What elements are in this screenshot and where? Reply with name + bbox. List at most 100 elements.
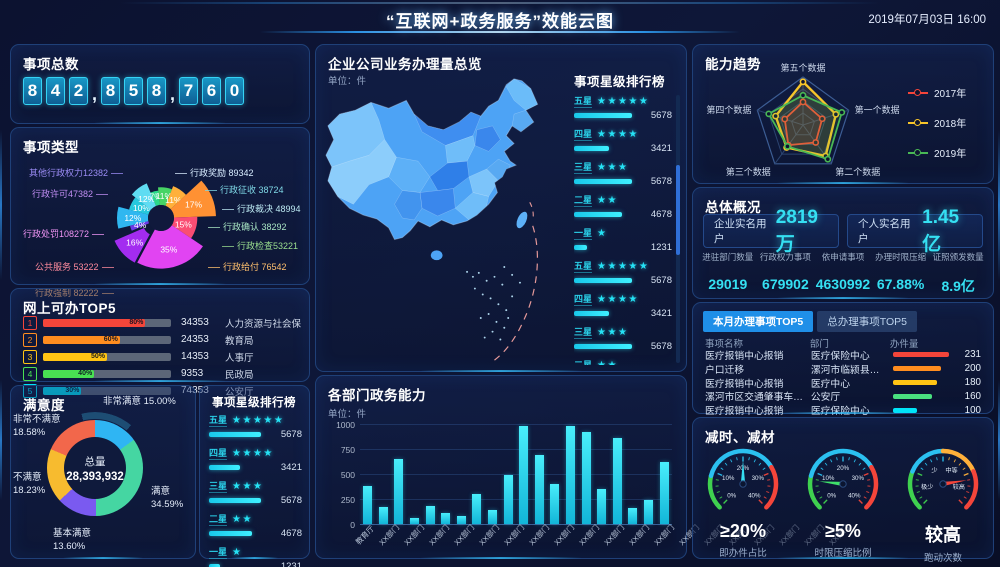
rank-badge: 3 <box>23 349 37 364</box>
star-rank-row: 三星 ★★★ 5678 <box>209 480 302 506</box>
datetime: 2019年07月03日 16:00 <box>868 14 986 26</box>
online-top5-row: 1 80% 34353 人力资源与社会保障厅 <box>23 315 301 330</box>
progress-fill: 60% <box>43 335 120 344</box>
bar <box>503 475 513 524</box>
gauge-tick <box>824 462 828 466</box>
star-value: 1231 <box>650 242 672 253</box>
scrollbar-track[interactable] <box>676 95 680 363</box>
star-row-bottom: 5678 <box>574 275 672 286</box>
x-axis-label: XX部门 <box>526 523 551 548</box>
gauges-row: 0%10%20%30%40%≥20%即办件占比0%10%20%30%40%≥5%… <box>693 444 993 564</box>
star-row-bottom: 3421 <box>574 143 672 154</box>
panel-star-rank-small: 事项星级排行榜 五星 ★★★★★ 5678 四星 ★★★★ 3421 三星 ★★★ 5678 二星… <box>199 385 310 567</box>
online-dept: 人力资源与社会保障厅 <box>225 318 301 330</box>
y-axis-tick: 1000 <box>336 420 355 430</box>
radar-legend-item[interactable]: 2017年 <box>908 85 966 100</box>
bar-cell <box>391 459 407 524</box>
legend-dot <box>914 118 921 126</box>
star-row-top: 一星 ★ <box>209 546 302 559</box>
bar <box>394 459 404 524</box>
scrollbar-thumb[interactable] <box>676 165 680 255</box>
gauge-tick <box>953 459 956 463</box>
gauge-tick <box>816 491 820 493</box>
gauge-tick <box>924 462 928 466</box>
gauge-arc <box>807 473 822 510</box>
legend-line <box>908 118 928 126</box>
edge-glow-left-2 <box>0 380 2 500</box>
star-level-label: 四星 <box>209 448 228 460</box>
star-icons: ★★★ <box>597 161 629 173</box>
count-bar <box>892 393 932 399</box>
cell-bar <box>892 349 952 360</box>
bar-cell <box>360 486 376 524</box>
gauge-tick <box>853 459 856 463</box>
pie-slice-其他行政权力 <box>130 221 150 231</box>
x-axis-label: XX部门 <box>576 523 601 548</box>
bar-cell <box>594 489 610 524</box>
star-value: 5678 <box>650 275 672 286</box>
gauge-value: ≥5% <box>825 521 861 541</box>
star-row-top: 四星 ★★★★ <box>209 447 302 460</box>
gauge-tick <box>962 467 966 470</box>
bar-cell <box>610 438 626 524</box>
gauge-tick <box>866 491 870 493</box>
radar-legend-item[interactable]: 2018年 <box>908 115 966 130</box>
cell-count: 231 <box>964 349 982 361</box>
panel-overview: 总体概况 企业实名用户 2819万 个人实名用户 1.45亿 进驻部门数量 29019 行… <box>692 187 994 299</box>
star-level-label: 一星 <box>574 228 593 240</box>
gauge-tick-label: 少 <box>931 467 937 474</box>
gauge-tick <box>723 499 728 504</box>
cell-bar <box>892 391 952 402</box>
star-bar <box>574 179 632 184</box>
bar <box>410 518 420 524</box>
star-row-bottom: 5678 <box>574 110 672 121</box>
gauge-tick <box>720 467 724 470</box>
star-level-label: 一星 <box>209 547 228 559</box>
radar-legend-item[interactable]: 2019年 <box>908 145 966 160</box>
table-row: 漯河市区交通肇事车辆后续处...公安厅 160 <box>705 389 981 404</box>
overview-stat-label: 证照颁发数量 <box>932 252 984 262</box>
panel-title-star-small: 事项星级排行榜 <box>212 397 296 409</box>
radar-marker <box>818 115 826 123</box>
gauge-label: 即办件占比 <box>719 548 767 559</box>
star-row-bottom: 4678 <box>574 209 672 220</box>
pie-legend-right-item: 行政奖励 89342 <box>172 166 254 179</box>
star-icons: ★★★ <box>232 480 264 492</box>
star-value: 5678 <box>650 110 672 121</box>
radar-ring <box>790 112 816 136</box>
tab-total-top5[interactable]: 总办理事项TOP5 <box>817 311 917 332</box>
tab-monthly-top5[interactable]: 本月办理事项TOP5 <box>703 311 814 332</box>
overview-stat: 证照颁发数量 8.9亿 <box>929 252 987 296</box>
edge-glow-right-2 <box>998 380 1000 500</box>
bar-cell <box>407 518 423 524</box>
star-level-label: 二星 <box>574 195 593 207</box>
gauge-tick <box>863 496 867 499</box>
digit-box: 6 <box>202 77 222 105</box>
radar-marker <box>781 115 789 123</box>
pie-slice-pct: 7% <box>150 192 163 202</box>
bar <box>643 500 653 524</box>
gauge-tick <box>719 496 723 499</box>
top5-tabs: 本月办理事项TOP5 总办理事项TOP5 <box>703 311 917 332</box>
gridline: 250 <box>341 495 672 505</box>
digit-box: 5 <box>124 77 144 105</box>
panel-title-overview: 总体概况 <box>705 200 761 215</box>
bar <box>363 486 373 524</box>
count-bar <box>892 352 949 358</box>
dept-x-labels: 教育厅 XX部门 XX部门 XX部门 XX部门 XX部门 XX部门 XX部门 XX部门 XX部门 X… <box>354 523 851 547</box>
rose-chart: 12% 10% 12% 7% 11% 11% 17% 15% 35% 16% 4% <box>11 146 309 282</box>
star-icons: ★ <box>232 546 243 558</box>
cell-dept: 医疗保险中心 <box>810 406 870 418</box>
table-row: 医疗报销中心报销 医疗保险中心 100 <box>705 403 981 418</box>
overview-card-label: 企业实名用户 <box>714 218 767 245</box>
digit-box: 7 <box>179 77 199 105</box>
star-level-label: 三星 <box>209 481 228 493</box>
china-map[interactable] <box>320 71 570 365</box>
star-value: 1231 <box>280 561 302 567</box>
bar <box>566 426 576 524</box>
gauge-tick <box>836 457 838 461</box>
gauge-tick <box>763 472 769 477</box>
overview-stat-label: 进驻部门数量 <box>702 252 754 262</box>
overview-stat-value: 29019 <box>708 276 748 292</box>
star-rank-row: 三星 ★★★ 5678 <box>574 326 672 352</box>
